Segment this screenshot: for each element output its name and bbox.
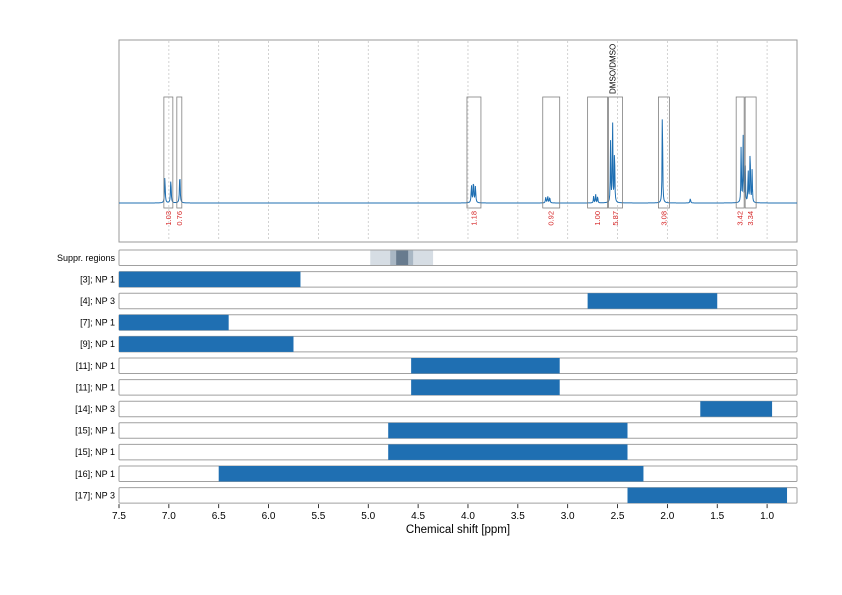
range-row-label: [9]; NP 1 [80,339,115,349]
range-bar [700,401,773,417]
range-bar [119,271,301,288]
range-row-label: [15]; NP 1 [75,447,115,457]
x-tick-label: 6.0 [262,511,276,522]
range-bar [627,487,788,504]
range-bar [411,379,560,396]
range-row-label: [7]; NP 1 [80,318,115,328]
range-row-label: [16]; NP 1 [75,469,115,479]
x-tick-label: 7.0 [162,511,176,522]
range-bar [119,336,294,352]
range-bar [411,358,560,374]
x-tick-label: 7.5 [112,511,126,522]
integration-box [542,96,561,209]
x-tick-label: 3.0 [561,511,575,522]
integration-value: 1.03 [164,211,173,226]
integration-value: 1.00 [593,211,602,226]
x-axis: 7.5 7.0 6.5 6.0 5.5 5.0 4.5 4.0 3.5 3.0 2.5 2.0 1.5 1… [112,504,774,536]
x-tick-label: 1.0 [760,511,774,522]
suppressed-band [396,250,409,265]
range-row-frame [118,400,798,418]
integration-value: 3.34 [746,211,755,226]
x-tick-label: 3.5 [511,511,525,522]
x-tick-label: 1.5 [710,511,724,522]
integration-box [744,96,757,209]
range-bar [587,293,718,309]
range-row-label: [11]; NP 1 [76,361,115,371]
integration-box [466,96,482,209]
range-row-label: [15]; NP 1 [75,426,115,436]
range-row-label: [14]; NP 3 [75,404,115,414]
integration-box [735,96,745,209]
range-bar [388,422,628,439]
integration-box [658,96,670,209]
integration-box [176,96,183,209]
range-row-label: [4]; NP 3 [80,296,115,306]
x-tick-label: 6.5 [212,511,226,522]
spectrum-frame [118,39,798,243]
integration-box [608,96,623,209]
x-tick-label: 4.5 [411,511,425,522]
spectrum-line [118,119,797,204]
integration-value: 3.08 [659,211,668,226]
range-row-label: [11]; NP 1 [76,382,115,392]
suppressed-regions-panel: Suppr. regions [57,249,798,266]
x-axis-label: Chemical shift [ppm] [406,524,510,536]
range-row-label: [17]; NP 3 [75,490,115,500]
integration-value: 0.76 [175,211,184,226]
integration-value: 0.92 [547,211,556,226]
range-bar [218,466,644,482]
suppressed-regions-label: Suppr. regions [57,253,116,263]
x-tick-label: 5.0 [361,511,375,522]
solvent-annotation: DMSO/DMSO [609,44,618,94]
integration-box [163,96,174,209]
integration-box [587,96,608,209]
range-row-label: [3]; NP 1 [80,274,115,284]
integration-value: 3.42 [736,211,745,226]
integration-value: 5.87 [611,211,620,226]
x-tick-label: 5.5 [311,511,325,522]
x-tick-label: 2.0 [660,511,674,522]
suppressed-regions-frame [118,249,798,266]
spectrum-panel: 1.03 0.76 1.18 0.92 1.00 5.87 3.08 3.42 3.34 DMSO… [118,39,798,243]
x-tick-label: 2.5 [611,511,625,522]
integration-value: 1.18 [469,211,478,226]
range-bar [388,444,628,460]
range-rows-panel: [3]; NP 1 [4]; NP 3 [7]; NP 1 [9]; NP 1 [11]… [75,271,798,504]
range-bar [119,314,229,331]
x-tick-label: 4.0 [461,511,475,522]
